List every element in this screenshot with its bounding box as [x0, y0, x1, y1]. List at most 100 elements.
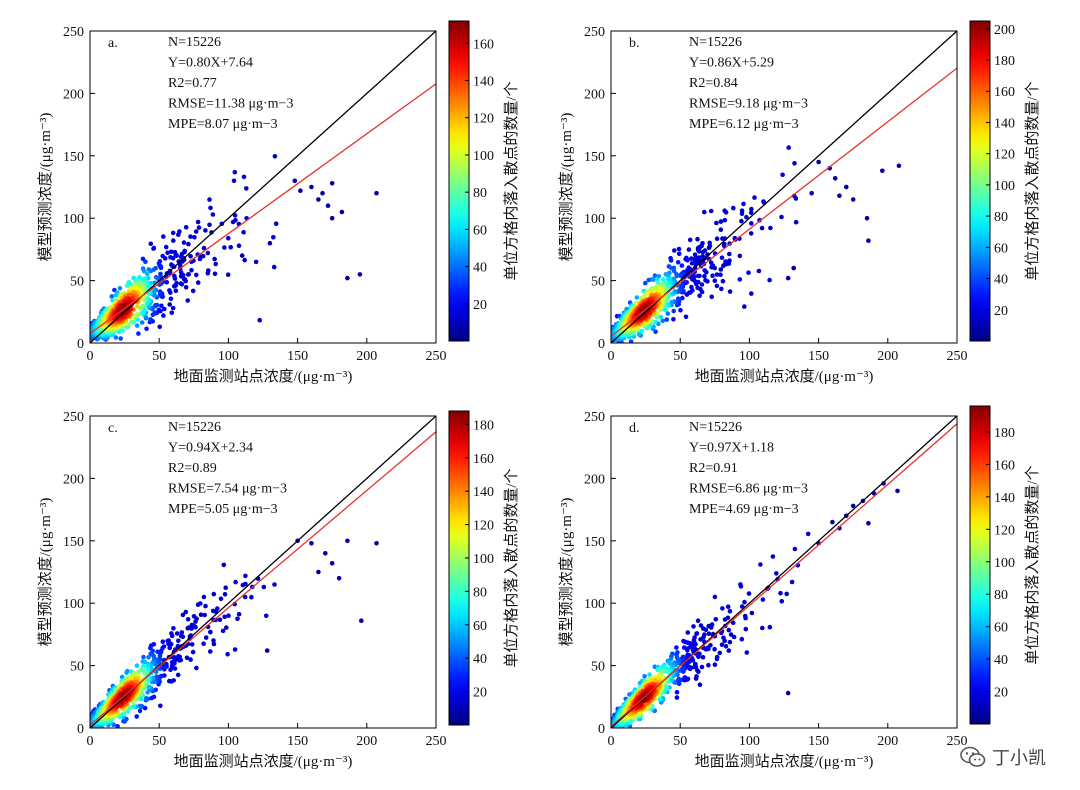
- scatter-point: [134, 714, 139, 719]
- scatter-point: [703, 277, 708, 283]
- scatter-point: [153, 274, 159, 280]
- scatter-point: [706, 631, 712, 636]
- scatter-point: [728, 632, 734, 637]
- scatter-point: [188, 657, 193, 662]
- outlier-point: [864, 215, 870, 221]
- scatter-point: [695, 236, 700, 242]
- scatter-point: [257, 317, 263, 323]
- scatter-point: [792, 546, 798, 552]
- scatter-point: [720, 278, 726, 284]
- scatter-point: [713, 617, 719, 622]
- scatter-point: [136, 331, 141, 336]
- watermark: 丁小凯: [960, 744, 1046, 770]
- scatter-point: [167, 288, 172, 293]
- scatter-point: [183, 225, 189, 230]
- scatter-point: [140, 276, 145, 282]
- scatter-point: [170, 230, 176, 236]
- scatter-point: [681, 645, 687, 650]
- scatter-point: [706, 245, 712, 251]
- scatter-point: [161, 234, 166, 239]
- scatter-point: [191, 614, 197, 619]
- scatter-point: [180, 612, 186, 618]
- scatter-point: [230, 219, 236, 225]
- x-tick-label: 200: [877, 349, 898, 364]
- scatter-point: [689, 261, 695, 266]
- scatter-point: [712, 278, 718, 284]
- scatter-point: [224, 625, 229, 630]
- axes-frame: [610, 415, 958, 729]
- y-tick-label: 250: [584, 410, 605, 425]
- scatter-point: [737, 277, 743, 282]
- scatter-point: [744, 650, 750, 655]
- scatter-point: [195, 219, 201, 225]
- outlier-point: [316, 569, 321, 575]
- scatter-point: [193, 619, 198, 624]
- scatter-point: [719, 255, 725, 260]
- scatter-point: [674, 645, 679, 650]
- scatter-point: [678, 307, 683, 313]
- y-tick-label: 100: [63, 212, 84, 227]
- scatter-point: [142, 659, 148, 665]
- y-tick-label: 50: [70, 275, 84, 290]
- scatter-point: [652, 273, 658, 278]
- fit-line: [90, 83, 436, 334]
- scatter-point: [676, 246, 682, 252]
- scatter-point: [241, 230, 246, 235]
- x-tick-label: 50: [152, 349, 166, 364]
- panel-d: 0 50 100 150 200 250 0 50 100 150 200 250 地面监测站点浓度/(…: [558, 405, 1041, 770]
- outlier-point: [329, 561, 335, 566]
- scatter-point: [628, 339, 634, 343]
- scatter-point: [150, 305, 155, 311]
- stat-r2: R2=0.84: [689, 76, 738, 91]
- scatter-point: [665, 311, 671, 316]
- scatter-point: [700, 249, 706, 255]
- stat-n: N=15226: [689, 35, 742, 50]
- y-tick-label: 50: [591, 660, 605, 675]
- x-tick-label: 50: [673, 349, 687, 364]
- scatter-point: [680, 295, 685, 301]
- scatter-point: [708, 208, 714, 214]
- scatter-point: [185, 298, 190, 303]
- y-tick-label: 200: [584, 87, 605, 102]
- outlier-point: [850, 197, 856, 202]
- scatter-point: [634, 295, 640, 300]
- scatter-point: [657, 697, 663, 702]
- outlier-point: [895, 488, 900, 494]
- scatter-point: [226, 613, 231, 618]
- scatter-point: [201, 641, 206, 646]
- fit-line: [90, 431, 436, 726]
- colorbar-title: 单位方格内落入散点的数量/个: [1024, 465, 1041, 664]
- scatter-point: [718, 267, 724, 272]
- scatter-point: [719, 642, 725, 647]
- scatter-point: [160, 253, 165, 259]
- colorbar-tick-label: 120: [473, 112, 494, 127]
- outlier-point: [267, 240, 273, 246]
- outlier-point: [316, 197, 321, 202]
- scatter-point: [263, 613, 269, 619]
- scatter-point: [793, 219, 799, 225]
- scatter-point: [160, 639, 166, 644]
- colorbar-tick-label: 160: [473, 37, 494, 52]
- scatter-point: [767, 277, 772, 283]
- outlier-point: [896, 163, 902, 169]
- outlier-point: [866, 521, 871, 526]
- scatter-points: [90, 154, 379, 342]
- scatter-point: [667, 661, 673, 667]
- x-axis-title: 地面监测站点浓度/(μg·m⁻³): [695, 753, 874, 770]
- scatter-point: [652, 664, 658, 669]
- stat-rmse: RMSE=7.54 μg·m−3: [168, 482, 287, 497]
- scatter-point: [261, 584, 267, 590]
- scatter-point: [721, 263, 726, 269]
- scatter-point: [675, 677, 681, 683]
- scatter-point: [174, 631, 180, 636]
- axes-frame: [89, 415, 437, 729]
- scatter-point: [674, 273, 680, 279]
- scatter-point: [207, 222, 212, 228]
- scatter-point: [168, 296, 174, 302]
- scatter-point: [144, 271, 150, 277]
- outlier-point: [320, 190, 325, 196]
- scatter-point: [195, 280, 201, 285]
- scatter-point: [683, 314, 689, 320]
- scatter-point: [169, 262, 174, 267]
- scatter-point: [749, 291, 754, 296]
